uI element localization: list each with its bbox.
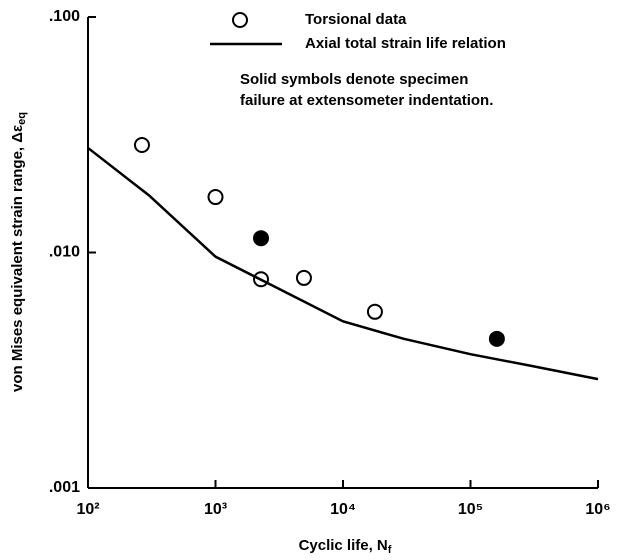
data-point [207,189,224,206]
y-tick-label: .100 [49,8,80,25]
y-axis-label: von Mises equivalent strain range, Δεeq [9,112,28,392]
x-tick-label: 10⁵ [458,501,483,518]
x-axis-label: Cyclic life, Nf [299,537,392,556]
data-point [488,330,505,347]
legend-label: Torsional data [305,11,407,28]
x-tick-label: 10⁶ [585,501,610,518]
x-tick-label: 10² [76,501,99,518]
data-point [295,269,312,286]
note-line: Solid symbols denote specimen [240,71,468,88]
x-tick-label: 10³ [204,501,227,518]
data-point [366,303,383,320]
x-tick-label: 10⁴ [330,501,356,518]
y-tick-label: .001 [49,479,80,496]
data-point [133,137,150,154]
data-point [253,230,270,247]
legend-label: Axial total strain life relation [305,35,506,52]
strain-life-line [87,146,599,381]
legend-marker [232,12,248,28]
note-line: failure at extensometer indentation. [240,92,493,109]
y-tick-label: .010 [49,244,80,261]
